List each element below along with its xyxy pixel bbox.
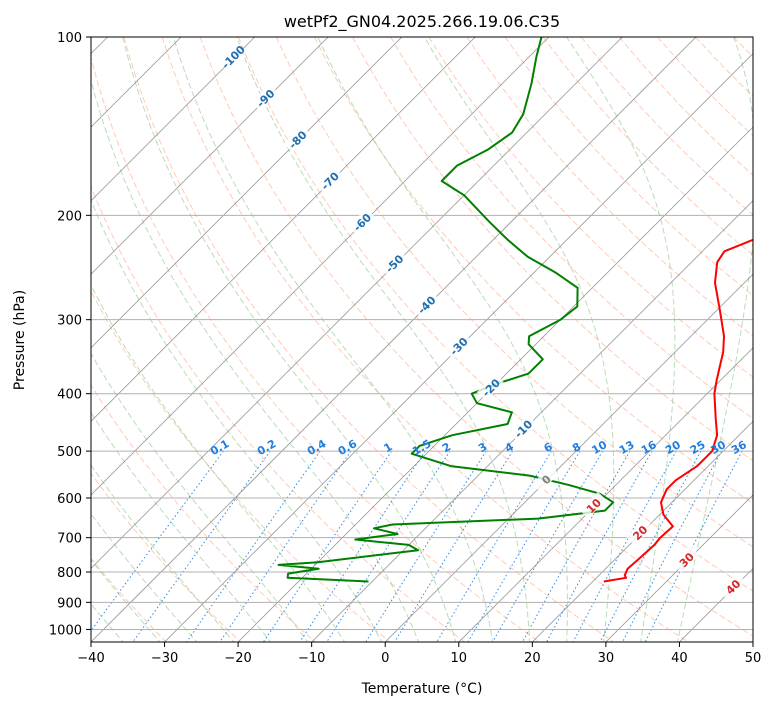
mixing-ratio-line <box>622 450 722 642</box>
y-tick-label: 400 <box>57 388 82 403</box>
x-tick-label: 40 <box>671 651 688 666</box>
moist-adiabat <box>317 37 568 642</box>
dry-adiabat <box>123 37 615 642</box>
x-tick-label: −40 <box>77 651 104 666</box>
dry-adiabat <box>275 37 753 548</box>
dry-adiabat <box>237 37 753 592</box>
x-axis-title: Temperature (°C) <box>361 681 483 697</box>
x-tick-label: 0 <box>381 651 389 666</box>
moist-adiabat <box>676 37 753 642</box>
temperature-profile-line <box>603 238 753 583</box>
isotherm-label-bg <box>444 332 472 360</box>
isotherm-label-bg <box>532 465 559 493</box>
dry-adiabat <box>352 37 753 462</box>
mixing-ratio-line <box>299 450 426 642</box>
isotherm <box>91 37 697 642</box>
moist-adiabat <box>423 37 615 642</box>
series-layer <box>277 37 753 583</box>
moist-adiabat <box>172 37 494 642</box>
y-tick-label: 700 <box>57 532 82 547</box>
grid-lines <box>91 37 753 642</box>
dry-adiabat <box>161 37 690 642</box>
mixing-ratio-line <box>365 450 487 642</box>
isotherm <box>91 37 255 202</box>
x-tick-label: −20 <box>224 651 251 666</box>
isotherm <box>237 126 753 642</box>
isotherm <box>458 347 753 642</box>
isotherm-label-bg <box>348 208 375 236</box>
mixing-ratio-line <box>599 450 702 642</box>
chart-title: wetPf2_GN04.2025.266.19.06.C35 <box>284 12 560 32</box>
x-tick-label: 50 <box>745 651 762 666</box>
mixing-ratio-line <box>326 450 451 642</box>
isotherm <box>91 37 329 275</box>
moist-adiabat <box>122 37 457 642</box>
y-tick-label: 100 <box>57 31 82 46</box>
mixing-ratio-line <box>262 450 392 642</box>
x-tick-label: −10 <box>298 651 325 666</box>
isotherm-label-bg <box>283 125 311 153</box>
isotherm <box>384 273 753 642</box>
isotherm <box>311 200 753 642</box>
isotherm-label-bg <box>219 42 247 70</box>
isotherm <box>91 37 550 496</box>
y-tick-label: 600 <box>57 492 82 507</box>
y-axis: 100 200 300 400 500 600 700 800 900 1000 <box>49 31 91 638</box>
isotherm-label-bg <box>625 518 653 546</box>
isotherm <box>752 641 753 642</box>
y-tick-label: 1000 <box>49 623 82 638</box>
isotherm-label-bg <box>509 414 537 442</box>
x-axis: −40 −30 −20 −10 0 10 20 30 40 50 <box>77 642 761 666</box>
mixing-ratio-line <box>394 450 514 642</box>
isotherm-label-bg <box>718 572 746 600</box>
isotherm <box>91 37 623 569</box>
mixing-ratio-line <box>572 450 677 642</box>
isotherm-label-bg <box>315 166 343 194</box>
dry-adiabat <box>314 37 753 505</box>
y-axis-title: Pressure (hPa) <box>12 290 28 390</box>
x-tick-label: 20 <box>524 651 541 666</box>
y-tick-label: 500 <box>57 445 82 460</box>
mixing-ratio-line <box>492 450 604 642</box>
isotherm <box>605 494 753 642</box>
isotherm-label-bg <box>412 290 440 318</box>
x-tick-label: 10 <box>451 651 468 666</box>
plot-frame <box>90 36 754 643</box>
isotherm-label-bg <box>672 545 700 573</box>
dewpoint-profile-line <box>277 37 615 583</box>
dry-adiabat <box>91 384 317 642</box>
isotherm-label-bg <box>380 249 408 277</box>
isotherm-label-bg <box>251 84 279 112</box>
y-tick-label: 800 <box>57 566 82 581</box>
y-tick-label: 900 <box>57 596 82 611</box>
y-tick-label: 200 <box>57 209 82 224</box>
moist-adiabat <box>566 37 676 642</box>
isotherm <box>91 37 476 422</box>
dry-adiabat <box>390 37 753 420</box>
moist-adiabat <box>91 352 309 642</box>
x-tick-label: −30 <box>151 651 178 666</box>
isotherm-label-bg <box>579 491 607 519</box>
mixing-ratio-line <box>132 450 271 642</box>
x-tick-label: 30 <box>598 651 615 666</box>
isotherm-label-bg <box>476 373 504 401</box>
y-tick-label: 300 <box>57 314 82 329</box>
